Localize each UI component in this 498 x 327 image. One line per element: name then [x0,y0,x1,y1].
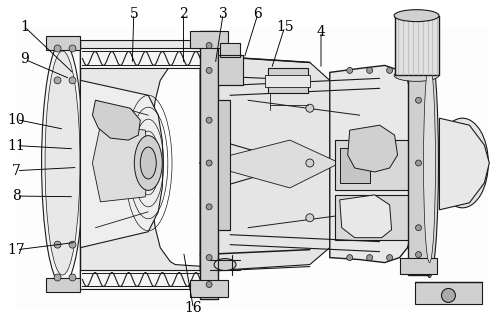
Ellipse shape [69,241,76,248]
Ellipse shape [415,67,421,73]
Ellipse shape [54,45,61,52]
Ellipse shape [436,118,489,208]
Ellipse shape [386,67,392,73]
Polygon shape [200,140,340,188]
Ellipse shape [206,204,212,210]
Text: 2: 2 [179,7,188,21]
Ellipse shape [347,255,353,261]
Polygon shape [81,80,163,248]
Ellipse shape [69,45,76,52]
Ellipse shape [423,63,435,263]
Bar [335,195,409,240]
Polygon shape [330,65,417,263]
Polygon shape [46,36,81,50]
Bar [394,16,439,76]
Bar [218,100,230,230]
Bar [220,43,240,58]
Ellipse shape [367,67,373,73]
Text: 17: 17 [7,243,25,257]
Polygon shape [46,278,81,292]
Ellipse shape [41,41,84,285]
Ellipse shape [54,241,61,248]
Polygon shape [81,39,210,163]
Ellipse shape [442,128,483,198]
Ellipse shape [306,159,314,167]
Polygon shape [348,125,397,172]
Ellipse shape [367,255,373,261]
Ellipse shape [415,160,421,166]
Polygon shape [439,118,490,210]
Text: 1: 1 [20,20,29,34]
Text: 8: 8 [12,189,21,203]
Bar [81,269,205,289]
Ellipse shape [206,43,212,48]
Text: 4: 4 [317,25,326,39]
Bar [265,76,310,87]
Ellipse shape [415,225,421,231]
Ellipse shape [206,117,212,123]
Text: 11: 11 [7,139,25,153]
Polygon shape [93,125,148,202]
Bar [268,68,308,93]
Ellipse shape [415,97,421,103]
Bar [407,56,429,275]
Polygon shape [93,100,140,140]
Ellipse shape [420,48,438,278]
Bar [399,56,437,71]
Text: 6: 6 [253,7,262,21]
Ellipse shape [441,288,456,302]
Ellipse shape [415,251,421,258]
Ellipse shape [69,77,76,84]
Ellipse shape [45,51,80,275]
Text: 10: 10 [8,112,25,127]
Text: 7: 7 [12,164,21,178]
Ellipse shape [394,10,439,22]
Bar [190,30,228,48]
Polygon shape [15,26,490,309]
Bar [414,283,483,304]
Ellipse shape [386,255,392,261]
Bar [218,56,243,85]
Bar [340,148,370,183]
Ellipse shape [394,69,439,81]
Ellipse shape [140,147,156,179]
Ellipse shape [306,214,314,222]
Ellipse shape [69,274,76,281]
Bar [200,30,218,300]
Ellipse shape [214,259,236,270]
Ellipse shape [206,67,212,73]
Polygon shape [81,163,210,288]
Ellipse shape [347,67,353,73]
Ellipse shape [54,77,61,84]
Bar [399,258,437,273]
Ellipse shape [54,274,61,281]
Text: 15: 15 [276,20,293,34]
Ellipse shape [306,104,314,112]
Bar [81,48,205,68]
Polygon shape [340,195,391,238]
Text: 3: 3 [219,7,228,21]
Bar [190,280,228,298]
Ellipse shape [206,255,212,261]
Text: 16: 16 [185,301,202,316]
Bar [335,140,409,190]
Ellipse shape [206,160,212,166]
Ellipse shape [206,282,212,287]
Text: 9: 9 [20,52,29,66]
Ellipse shape [134,136,162,190]
Text: 5: 5 [129,7,138,21]
Polygon shape [200,56,342,271]
